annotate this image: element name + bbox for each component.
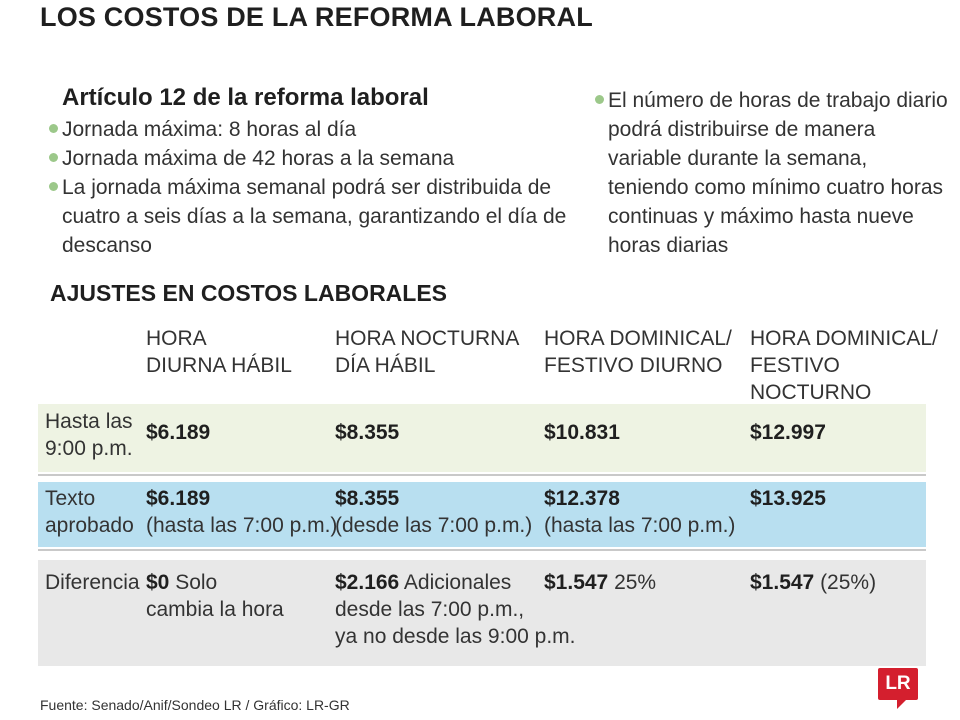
row-label: Hasta las 9:00 p.m. bbox=[45, 410, 133, 460]
row-divider bbox=[38, 474, 926, 476]
article-heading: Artículo 12 de la reforma laboral bbox=[62, 84, 429, 111]
table-cell: $1.547 25% bbox=[544, 569, 656, 596]
cell-note: 25% bbox=[608, 571, 657, 594]
table-cell: $8.355 bbox=[335, 419, 399, 446]
bullet-dot-icon bbox=[595, 95, 604, 104]
column-header: HORA DOMINICAL/ FESTIVO DIURNO bbox=[544, 327, 732, 377]
row-label: Texto aprobado bbox=[45, 487, 134, 537]
article-bullet-text: Jornada máxima de 42 horas a la semana bbox=[62, 147, 455, 170]
cell-value: $10.831 bbox=[544, 421, 620, 444]
table-cell: $1.547 (25%) bbox=[750, 569, 876, 596]
cell-note: (desde las 7:00 p.m.) bbox=[335, 514, 533, 537]
cell-note: Solo cambia la hora bbox=[146, 571, 284, 621]
cell-note: Adicionales desde las 7:00 p.m., ya no d… bbox=[335, 571, 576, 648]
article-side-bullet: El número de horas de trabajo diario pod… bbox=[595, 86, 948, 260]
column-header: HORA NOCTURNA DÍA HÁBIL bbox=[335, 327, 520, 377]
table-cell: $8.355 (desde las 7:00 p.m.) bbox=[335, 485, 532, 539]
article-bullet: La jornada máxima semanal podrá ser dist… bbox=[49, 173, 582, 260]
row-background-diferencia bbox=[38, 560, 926, 666]
table-cell: $6.189 bbox=[146, 419, 210, 446]
cell-value: $8.355 bbox=[335, 421, 400, 444]
column-header: HORA DIURNA HÁBIL bbox=[146, 327, 292, 377]
article-bullet: Jornada máxima: 8 horas al día bbox=[49, 115, 582, 144]
column-header: HORA DOMINICAL/ FESTIVO NOCTURNO bbox=[750, 327, 938, 404]
bullet-dot-icon bbox=[49, 124, 58, 133]
article-bullet: Jornada máxima de 42 horas a la semana bbox=[49, 144, 582, 173]
article-side-bullet-text: El número de horas de trabajo diario pod… bbox=[608, 89, 948, 257]
table-cell: $2.166 Adicionales desde las 7:00 p.m., … bbox=[335, 569, 576, 650]
cell-value: $6.189 bbox=[146, 487, 211, 510]
cell-note: (hasta las 7:00 p.m.) bbox=[146, 514, 338, 537]
cell-value: $13.925 bbox=[750, 487, 826, 510]
cell-note: (25%) bbox=[814, 571, 877, 594]
cell-value: $12.997 bbox=[750, 421, 826, 444]
cell-value: $1.547 bbox=[750, 571, 815, 594]
row-background-aprobado bbox=[38, 482, 926, 547]
table-cell: $13.925 bbox=[750, 485, 826, 512]
article-bullet-text: Jornada máxima: 8 horas al día bbox=[62, 118, 357, 141]
article-bullet-list: Jornada máxima: 8 horas al día Jornada m… bbox=[49, 115, 582, 260]
cell-value: $2.166 bbox=[335, 571, 400, 594]
row-label: Diferencia bbox=[45, 571, 140, 594]
cell-value: $8.355 bbox=[335, 487, 400, 510]
table-cell: $10.831 bbox=[544, 419, 620, 446]
article-side-bullet-list: El número de horas de trabajo diario pod… bbox=[595, 86, 948, 260]
cell-value: $6.189 bbox=[146, 421, 211, 444]
section-heading: AJUSTES EN COSTOS LABORALES bbox=[50, 280, 448, 306]
table-cell: $12.997 bbox=[750, 419, 826, 446]
bullet-dot-icon bbox=[49, 153, 58, 162]
source-credit: Fuente: Senado/Anif/Sondeo LR / Gráfico:… bbox=[40, 697, 350, 713]
logo-tail-icon bbox=[897, 700, 906, 709]
table-cell: $12.378 (hasta las 7:00 p.m.) bbox=[544, 485, 735, 539]
cell-value: $12.378 bbox=[544, 487, 620, 510]
lr-logo: LR bbox=[878, 668, 918, 700]
row-background-hasta bbox=[38, 404, 926, 472]
cell-value: $1.547 bbox=[544, 571, 609, 594]
table-cell: $6.189 (hasta las 7:00 p.m.) bbox=[146, 485, 337, 539]
table-cell: $0 Solo cambia la hora bbox=[146, 569, 284, 623]
page-title: LOS COSTOS DE LA REFORMA LABORAL bbox=[40, 2, 593, 32]
bullet-dot-icon bbox=[49, 182, 58, 191]
cell-note: (hasta las 7:00 p.m.) bbox=[544, 514, 736, 537]
row-divider bbox=[38, 549, 926, 551]
article-bullet-text: La jornada máxima semanal podrá ser dist… bbox=[62, 176, 567, 257]
cell-value: $0 bbox=[146, 571, 170, 594]
